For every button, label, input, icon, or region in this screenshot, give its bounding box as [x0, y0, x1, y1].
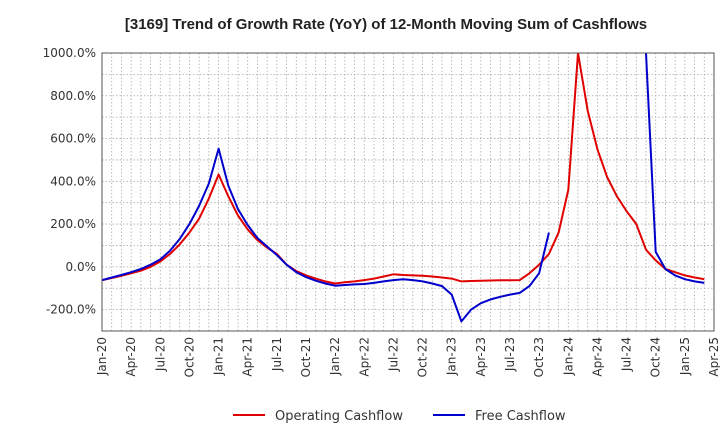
x-tick-label: Oct-21 — [299, 337, 313, 377]
x-tick-label: Jan-24 — [561, 337, 575, 376]
x-tick-label: Jan-20 — [95, 337, 109, 376]
series-line-free-cashflow — [644, 53, 705, 284]
x-tick-label: Oct-20 — [182, 337, 196, 377]
x-tick-label: Apr-24 — [590, 337, 604, 377]
y-tick-label: 0.0% — [66, 260, 97, 274]
x-tick-label: Jul-21 — [270, 337, 284, 372]
x-tick-label: Jan-23 — [445, 337, 459, 376]
x-tick-label: Jul-20 — [153, 337, 167, 372]
y-tick-label: 600.0% — [50, 132, 96, 146]
series-layer — [102, 53, 705, 323]
plot-frame — [101, 52, 715, 332]
x-tick-label: Jan-21 — [212, 337, 226, 376]
x-tick-label: Apr-23 — [474, 337, 488, 377]
x-tick-label: Apr-25 — [707, 337, 720, 377]
y-tick-label: 400.0% — [50, 174, 96, 188]
y-tick-label: 200.0% — [50, 217, 96, 231]
legend-label: Operating Cashflow — [275, 409, 403, 424]
x-tick-label: Jan-22 — [328, 337, 342, 376]
x-axis: Jan-20 Apr-20 Jul-20 Oct-20 Jan-21 Apr-21 Jul-… — [95, 337, 720, 377]
x-tick-label: Oct-24 — [649, 337, 663, 377]
series-line-free-cashflow — [102, 147, 550, 323]
x-tick-label: Jul-24 — [620, 337, 634, 372]
x-tick-label: Jul-22 — [386, 337, 400, 372]
plot-area — [102, 53, 714, 331]
legend: Operating Cashflow Free Cashflow — [233, 409, 566, 424]
chart-title: [3169] Trend of Growth Rate (YoY) of 12-… — [125, 16, 647, 33]
y-tick-label: 800.0% — [50, 89, 96, 103]
y-tick-label: -200.0% — [46, 303, 96, 317]
y-axis: 1000.0% 800.0% 600.0% 400.0% 200.0% 0.0% -200.… — [43, 46, 96, 317]
x-tick-label: Oct-23 — [532, 337, 546, 377]
x-tick-label: Jan-25 — [678, 337, 692, 376]
legend-label: Free Cashflow — [475, 409, 566, 424]
x-tick-label: Apr-21 — [241, 337, 255, 377]
series-line-operating-cashflow — [102, 53, 705, 285]
x-tick-label: Apr-22 — [357, 337, 371, 377]
x-tick-label: Apr-20 — [124, 337, 138, 377]
grid — [101, 53, 715, 331]
x-tick-label: Oct-22 — [416, 337, 430, 377]
x-tick-label: Jul-23 — [503, 337, 517, 372]
y-tick-label: 1000.0% — [43, 46, 96, 60]
